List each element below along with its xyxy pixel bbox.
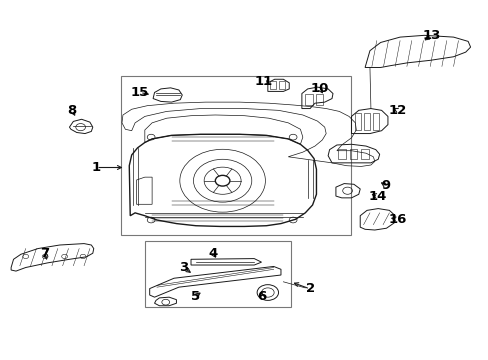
Bar: [361, 149, 368, 159]
Text: 8: 8: [67, 104, 76, 117]
Text: 5: 5: [191, 289, 200, 303]
Bar: [305, 94, 312, 105]
Text: 9: 9: [380, 179, 389, 192]
Text: 15: 15: [131, 86, 149, 99]
Text: 7: 7: [41, 247, 50, 260]
Text: 16: 16: [387, 213, 406, 226]
Text: 1: 1: [91, 161, 101, 174]
Text: 14: 14: [368, 190, 386, 203]
Bar: [337, 149, 345, 159]
Text: 2: 2: [305, 283, 314, 296]
Bar: [349, 149, 357, 159]
Bar: [364, 113, 369, 130]
Text: 11: 11: [254, 75, 272, 88]
Text: 4: 4: [208, 247, 217, 260]
Bar: [315, 94, 323, 105]
Text: 13: 13: [422, 29, 440, 42]
Text: 12: 12: [388, 104, 406, 117]
Bar: [120, 76, 351, 235]
Bar: [144, 241, 290, 307]
Bar: [270, 81, 276, 89]
Bar: [372, 113, 378, 130]
Text: 10: 10: [310, 82, 328, 95]
Text: 6: 6: [256, 289, 265, 303]
Bar: [355, 113, 361, 130]
Bar: [279, 81, 285, 89]
Text: 3: 3: [179, 261, 188, 274]
